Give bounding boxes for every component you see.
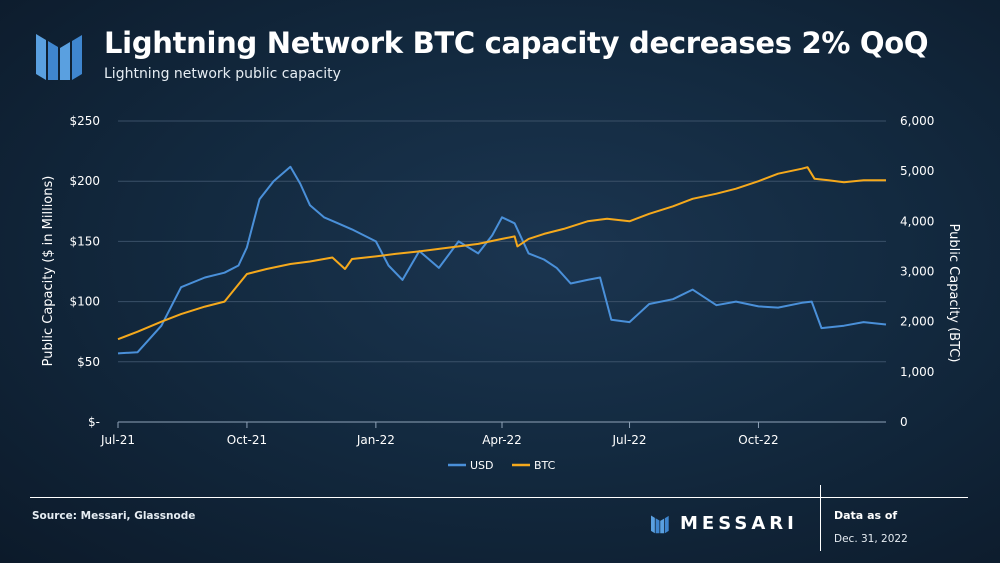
footer-divider [30, 497, 968, 498]
series-line-btc [117, 166, 886, 341]
chart-title: Lightning Network BTC capacity decreases… [104, 26, 929, 60]
y-right-tick-label: 5,000 [900, 164, 934, 178]
y-right-tick-label: 4,000 [900, 214, 934, 228]
y-left-tick-label: $250 [69, 114, 100, 128]
as-of-date: Dec. 31, 2022 [834, 533, 908, 545]
x-tick-label: Oct-21 [227, 433, 267, 447]
y-right-tick-label: 6,000 [900, 114, 934, 128]
y-axis-left-label: Public Capacity ($ in Millions) [41, 176, 56, 367]
y-left-tick-label: $50 [77, 355, 100, 369]
x-tick-label: Oct-22 [738, 433, 778, 447]
y-left-tick-label: $- [88, 415, 100, 429]
messari-mark-icon [651, 515, 669, 533]
brand: MESSARI [650, 513, 798, 534]
chart-subtitle: Lightning network public capacity [104, 66, 341, 82]
y-right-tick-label: 0 [900, 415, 908, 429]
source-note: Source: Messari, Glassnode [32, 510, 196, 522]
y-axis-right-label: Public Capacity (BTC) [946, 224, 961, 363]
chart-area: $- $50 $100 $150 $200 $250 0 1,000 2,000 3,000 4,0… [41, 114, 961, 472]
legend-usd-label: USD [470, 459, 494, 472]
y-left-tick-label: $200 [69, 174, 100, 188]
legend-btc-label: BTC [534, 459, 556, 472]
y-left-tick-label: $100 [69, 295, 100, 309]
x-tick-label: Jul-21 [100, 433, 135, 447]
legend: USD BTC [448, 459, 556, 472]
footer-vertical-divider [820, 485, 821, 551]
y-left-tick-label: $150 [69, 234, 100, 248]
y-right-tick-label: 1,000 [900, 365, 934, 379]
x-tick-label: Jan-22 [356, 433, 395, 447]
y-right-tick-label: 2,000 [900, 315, 934, 329]
x-tick-label: Apr-22 [482, 433, 522, 447]
y-right-tick-label: 3,000 [900, 265, 934, 279]
series-line-usd [117, 165, 887, 355]
as-of-label: Data as of [834, 509, 898, 522]
x-tick-label: Jul-22 [611, 433, 646, 447]
messari-logo-icon [36, 34, 82, 80]
brand-wordmark: MESSARI [680, 513, 798, 534]
